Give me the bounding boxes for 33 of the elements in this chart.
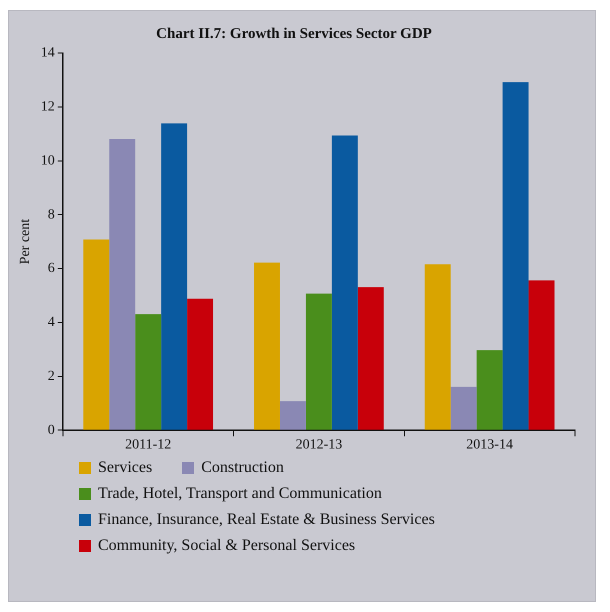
legend-label: Services [98,459,152,477]
bar [502,82,529,430]
bar [161,123,188,430]
bar [450,386,477,430]
bar [424,264,451,430]
y-tick-label: 10 [40,153,55,168]
legend-label: Finance, Insurance, Real Estate & Business Services [98,511,435,529]
legend-label: Trade, Hotel, Transport and Communication [98,485,382,503]
y-tick-label: 2 [48,368,55,384]
bar [187,298,214,430]
y-tick-label: 0 [48,422,55,438]
y-tick-label: 14 [40,46,55,61]
bar [83,239,110,430]
bar [135,314,162,430]
bar [280,401,306,430]
y-tick-label: 4 [48,315,55,330]
bar [109,138,136,430]
y-tick-label: 12 [40,100,55,115]
x-tick-label: 2011-12 [125,437,172,452]
x-tick-label: 2012-13 [296,437,342,452]
y-axis-title: Per cent [18,218,34,264]
legend-label: Construction [201,459,284,477]
chart-title: Chart II.7: Growth in Services Sector GDP [156,26,432,42]
legend-label: Community, Social & Personal Services [98,537,356,555]
bar [476,350,503,430]
bar [306,294,332,430]
bar [332,135,358,430]
y-tick-label: 8 [48,207,55,222]
x-tick-label: 2013-14 [466,437,513,452]
y-tick-label: 6 [48,261,55,276]
bar [254,262,280,430]
bar [358,287,384,430]
bar [528,280,555,430]
